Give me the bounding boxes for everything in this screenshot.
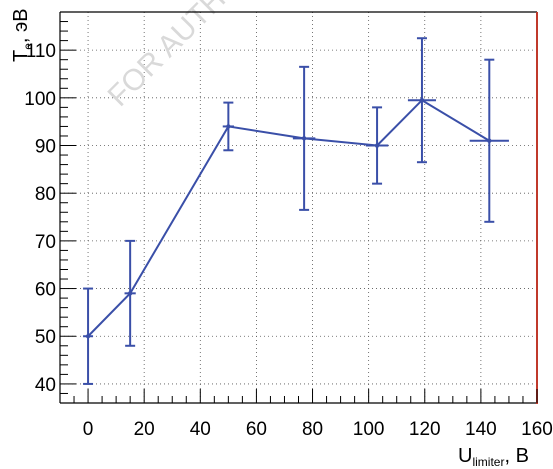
y-tick-label: 100 [24,89,56,110]
y-axis-title: Te, эВ [10,8,35,62]
x-axis-title: Ulimiter, B [458,445,529,469]
x-axis-title-unit: , B [504,445,528,467]
axes [59,11,538,404]
x-tick-label: 40 [190,419,211,440]
y-tick-labels: 40 50 60 70 80 90 100 110 [24,41,56,396]
series-line [87,98,490,337]
y-axis-title-sub: e [21,43,35,50]
tick-marks [59,11,538,403]
x-tick-label: 20 [134,419,155,440]
data-point [374,143,380,148]
data-point [419,98,425,103]
svg-text:Te, эВ: Te, эВ [10,8,35,62]
y-tick-label: 60 [35,280,56,301]
y-tick-label: 50 [35,327,56,348]
x-tick-label: 100 [353,419,385,440]
y-axis-title-unit: , эВ [10,8,32,43]
x-tick-label: 80 [302,419,323,440]
x-tick-label: 120 [409,419,441,440]
y-tick-label: 90 [35,137,56,158]
x-axis-title-main: U [458,445,472,467]
svg-text:Ulimiter, B: Ulimiter, B [458,445,529,469]
x-tick-label: 160 [521,419,553,440]
data-series [83,37,509,385]
x-tick-label: 140 [465,419,497,440]
data-point [127,291,133,296]
x-tick-label: 0 [83,419,94,440]
x-tick-labels: 0 20 40 60 80 100 120 140 160 [83,419,553,440]
x-tick-label: 60 [246,419,267,440]
data-point [226,124,231,129]
y-tick-label: 40 [35,375,56,396]
y-tick-label: 80 [35,184,56,205]
x-axis-title-sub: limiter [472,455,504,469]
y-tick-label: 110 [26,41,56,62]
y-tick-label: 70 [35,232,56,253]
data-point [301,136,307,141]
data-point [85,334,91,339]
watermark-text: FOR AUTHOR [102,0,264,113]
y-axis-title-main: T [10,50,32,62]
data-point [487,138,492,143]
